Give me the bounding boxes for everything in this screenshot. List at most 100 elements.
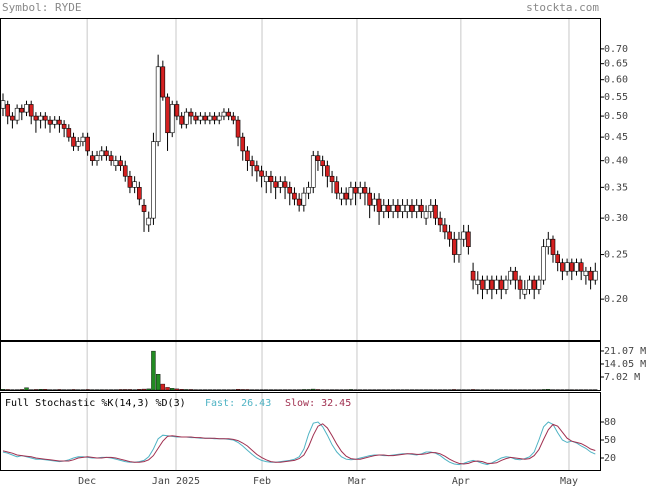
- candle-body: [386, 204, 391, 212]
- y-tick-label: 50: [604, 435, 616, 446]
- candle-body: [85, 136, 90, 152]
- candle-body: [198, 115, 203, 121]
- y-tick-label: 0.20: [604, 294, 628, 305]
- candle-body: [245, 150, 250, 161]
- candle-body: [475, 279, 481, 285]
- volume-bar: [348, 389, 354, 391]
- candle-body: [301, 192, 307, 206]
- volume-bar: [306, 389, 311, 391]
- candle-body: [353, 187, 358, 194]
- candle-body: [184, 111, 189, 125]
- candle-body: [263, 175, 269, 183]
- x-tick-label: Apr: [452, 476, 470, 486]
- candle-body: [489, 279, 495, 290]
- candle-body: [414, 204, 419, 212]
- candle-body: [574, 262, 579, 272]
- candle-body: [254, 165, 260, 172]
- panel-frame: [0, 392, 601, 471]
- candle-body: [409, 204, 415, 212]
- y-tick-label: 0.35: [604, 182, 628, 193]
- volume-bar: [240, 389, 245, 391]
- candle-body: [400, 204, 405, 212]
- candle-body: [315, 155, 321, 161]
- candle-body: [343, 192, 349, 200]
- candle-body: [28, 104, 34, 117]
- y-tick-label: 80: [604, 417, 616, 428]
- y-tick-label: 0.45: [604, 132, 628, 143]
- volume-bar: [33, 389, 39, 391]
- candle-body: [231, 115, 236, 121]
- candle-body: [531, 279, 537, 290]
- candle-body: [592, 270, 598, 281]
- candle-body: [522, 289, 528, 295]
- candle-body: [193, 115, 199, 121]
- volume-bar: [301, 389, 307, 391]
- volume-bar: [184, 389, 189, 391]
- volume-bar: [38, 389, 43, 391]
- legend-entry: Slow: 32.45: [285, 398, 351, 409]
- candle-body: [188, 111, 194, 117]
- x-tick-label: Jan 2025: [152, 476, 200, 486]
- candle-body: [442, 224, 448, 233]
- candle-body: [541, 246, 546, 281]
- panel-frame: [0, 18, 601, 341]
- candle-body: [278, 181, 283, 188]
- candle-body: [14, 107, 20, 121]
- candle-body: [484, 279, 490, 290]
- candle-body: [325, 165, 330, 177]
- candle-body: [61, 123, 67, 129]
- volume-bar: [174, 388, 180, 391]
- volume-bar: [57, 389, 62, 391]
- volume-bar: [452, 389, 457, 391]
- candle-body: [160, 66, 166, 98]
- y-tick-label: 0.60: [604, 75, 628, 86]
- candle-body: [226, 111, 231, 117]
- candle-body: [583, 270, 589, 276]
- candle-body: [578, 262, 584, 272]
- candle-body: [456, 238, 462, 255]
- candle-body: [235, 119, 241, 138]
- candle-body: [104, 150, 109, 157]
- candle-body: [249, 160, 255, 167]
- candle-body: [10, 115, 15, 121]
- candle-body: [94, 155, 100, 161]
- y-tick-label: 0.50: [604, 111, 628, 122]
- candle-body: [57, 119, 62, 125]
- candle-body: [99, 150, 105, 157]
- candle-body: [282, 181, 288, 188]
- candle-body: [122, 165, 128, 177]
- volume-bar: [123, 389, 128, 391]
- candle-body: [137, 187, 142, 200]
- volume-bar: [137, 389, 142, 391]
- candle-body: [212, 115, 217, 121]
- volume-bar: [541, 389, 546, 391]
- candle-body: [376, 198, 382, 212]
- candle-body: [334, 181, 340, 194]
- candle-body: [555, 254, 560, 264]
- candle-body: [287, 187, 293, 194]
- candle-body: [447, 231, 452, 240]
- volume-bar: [19, 389, 25, 391]
- candle-body: [390, 204, 396, 212]
- y-tick-label: 0.65: [604, 59, 628, 70]
- candle-body: [24, 104, 29, 113]
- candle-body: [118, 160, 123, 167]
- volume-bar: [85, 389, 90, 391]
- volume-bar: [470, 389, 476, 391]
- candle-body: [503, 279, 509, 290]
- candle-body: [517, 279, 523, 290]
- volume-bar: [188, 389, 194, 391]
- candle-body: [433, 204, 438, 219]
- y-tick-label: 14.05 M: [604, 359, 646, 370]
- candle-body: [80, 136, 86, 142]
- candle-body: [33, 115, 39, 121]
- candle-body: [202, 115, 208, 121]
- candle-body: [296, 198, 302, 206]
- candle-body: [0, 100, 6, 109]
- candle-body: [536, 279, 542, 290]
- volume-bar: [146, 388, 151, 391]
- candle-body: [381, 204, 387, 212]
- candle-body: [151, 141, 156, 219]
- volume-bar: [24, 387, 29, 391]
